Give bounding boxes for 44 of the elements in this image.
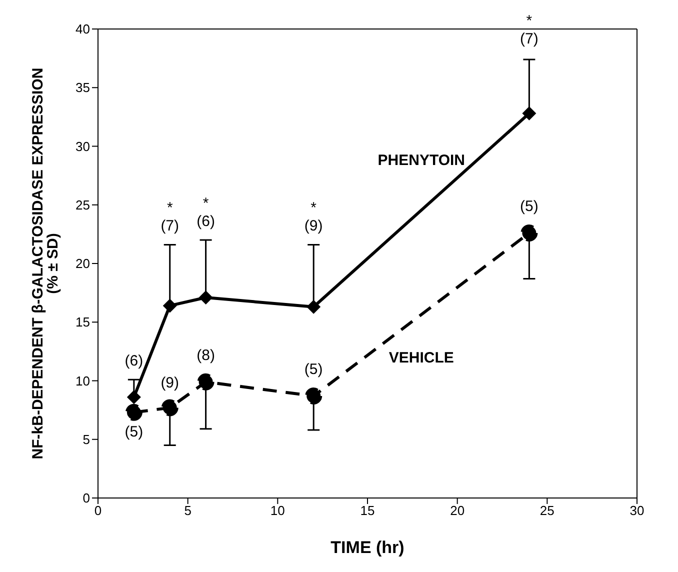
- y-tick-label: 40: [76, 22, 90, 37]
- series-label: PHENYTOIN: [378, 152, 466, 170]
- x-axis-title: TIME (hr): [330, 538, 404, 557]
- annotation: *: [310, 200, 317, 217]
- point: [306, 300, 321, 314]
- annotation: (5): [304, 360, 323, 378]
- x-tick-label: 30: [630, 503, 644, 518]
- annotation: (6): [124, 352, 144, 370]
- annotation: (8): [196, 346, 215, 364]
- annotation: (7): [520, 30, 538, 48]
- point: [125, 404, 142, 421]
- annotation: (5): [520, 198, 538, 216]
- x-tick-label: 5: [184, 503, 192, 518]
- point: [161, 399, 178, 416]
- x-tick-label: 10: [270, 503, 285, 518]
- point: [520, 224, 538, 242]
- annotation: (9): [304, 218, 323, 235]
- annotation: *: [202, 195, 209, 212]
- point: [522, 106, 536, 120]
- series-label: VEHICLE: [388, 350, 454, 367]
- point: [305, 387, 322, 404]
- x-tick-label: 20: [450, 503, 465, 518]
- annotation: *: [166, 200, 173, 217]
- y-tick-label: 25: [76, 197, 90, 212]
- y-tick-label: 0: [82, 490, 90, 506]
- x-tick-label: 15: [360, 503, 375, 518]
- y-tick-label: 15: [76, 314, 90, 330]
- point: [198, 290, 213, 305]
- y-tick-label: 30: [76, 138, 90, 154]
- point: [162, 298, 177, 313]
- point: [126, 390, 141, 404]
- annotation: (6): [196, 213, 215, 230]
- annotation: (7): [160, 218, 180, 235]
- y-tick-label: 35: [76, 80, 90, 96]
- x-tick-label: 0: [94, 503, 102, 518]
- y-tick-label: 5: [82, 432, 90, 447]
- y-axis-title: NF-kB-DEPENDENT β-GALACTOSIDASE EXPRESSION (% ± SD): [30, 68, 62, 460]
- annotation: (5): [124, 423, 144, 440]
- y-tick-label: 20: [76, 256, 90, 272]
- y-tick-label: 10: [76, 373, 90, 388]
- annotation: (9): [160, 374, 180, 392]
- x-tick-label: 25: [540, 503, 554, 518]
- annotation: *: [526, 12, 532, 30]
- point: [197, 373, 214, 390]
